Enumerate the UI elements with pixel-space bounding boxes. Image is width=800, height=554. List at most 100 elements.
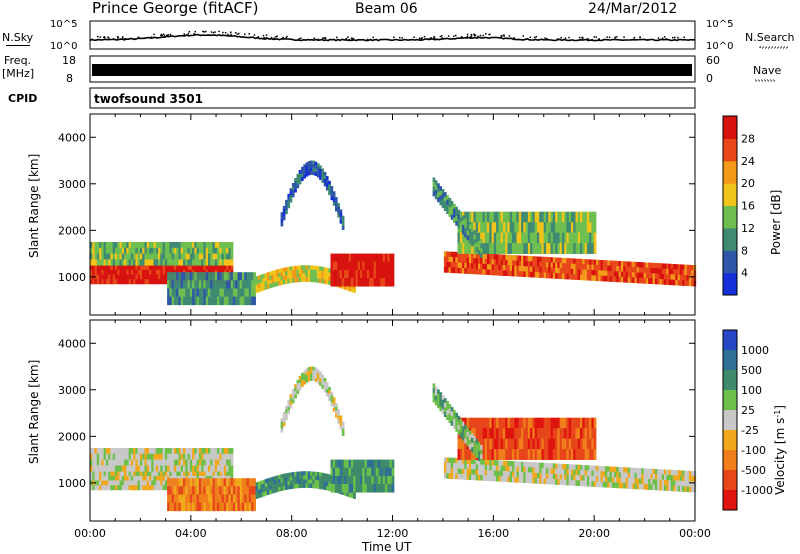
heatmap-cell: [99, 259, 102, 266]
heatmap-cell: [546, 257, 549, 263]
heatmap-cell: [566, 469, 570, 475]
colorbar-tick-label: 8: [741, 244, 748, 257]
heatmap-cell: [294, 471, 297, 477]
heatmap-cell: [654, 268, 658, 274]
heatmap-cell: [260, 278, 263, 284]
heatmap-cell: [575, 480, 579, 486]
colorbar-tick-label: -25: [741, 424, 759, 437]
heatmap-cell: [457, 262, 461, 269]
heatmap-cell: [525, 417, 529, 429]
heatmap-cell: [112, 448, 116, 455]
heatmap-cell: [242, 272, 245, 281]
heatmap-cell: [464, 424, 467, 430]
heatmap-cell: [573, 232, 576, 244]
heatmap-cell: [564, 211, 567, 223]
heatmap-cell: [237, 494, 241, 504]
heatmap-cell: [196, 448, 200, 455]
heatmap-cell: [221, 502, 225, 512]
heatmap-cell: [450, 406, 454, 412]
heatmap-cell: [310, 160, 313, 165]
heatmap-cell: [192, 280, 195, 289]
heatmap-cell: [387, 467, 390, 477]
heatmap-cell: [605, 466, 608, 472]
heatmap-cell: [239, 272, 243, 281]
heatmap-cell: [167, 471, 170, 477]
heatmap-cell: [171, 453, 175, 461]
heatmap-cell: [180, 453, 184, 461]
heatmap-cell: [335, 413, 338, 418]
heatmap-cell: [142, 453, 145, 461]
heatmap-cell: [285, 409, 288, 414]
heatmap-cell: [303, 171, 306, 176]
nsearch-dot: [513, 37, 515, 39]
heatmap-cell: [464, 227, 467, 233]
heatmap-cell: [305, 368, 309, 373]
heatmap-cell: [226, 486, 229, 495]
heatmap-cell: [459, 252, 463, 258]
heatmap-cell: [185, 265, 188, 271]
heatmap-cell: [285, 481, 288, 486]
nsky-right-label: N.Search: [745, 31, 795, 44]
heatmap-cell: [387, 253, 390, 263]
heatmap-cell: [586, 259, 590, 265]
heatmap-cell: [378, 459, 381, 469]
heatmap-cell: [564, 263, 567, 269]
heatmap-cell: [632, 261, 635, 268]
heatmap-cell: [507, 232, 511, 244]
heatmap-cell: [294, 391, 297, 395]
heatmap-cell: [566, 268, 570, 275]
heatmap-cell: [212, 502, 216, 512]
heatmap-cell: [185, 242, 188, 249]
heatmap-cell: [151, 265, 154, 271]
heatmap-cell: [298, 177, 302, 181]
heatmap-cell: [620, 482, 624, 489]
heatmap-cell: [105, 448, 109, 455]
heatmap-cell: [582, 269, 585, 276]
heatmap-cell: [512, 466, 515, 472]
heatmap-cell: [305, 471, 309, 476]
heatmap-cell: [348, 475, 352, 485]
heatmap-cell: [185, 502, 188, 512]
heatmap-cell: [591, 470, 595, 477]
heatmap-cell: [505, 232, 508, 244]
heatmap-cell: [121, 480, 125, 486]
heatmap-cell: [264, 281, 268, 286]
heatmap-cell: [623, 266, 626, 273]
heatmap-cell: [677, 480, 681, 487]
heatmap-cell: [675, 485, 678, 492]
heatmap-cell: [618, 472, 622, 478]
heatmap-cell: [462, 449, 465, 460]
heatmap-cell: [164, 480, 168, 486]
heatmap-cell: [323, 182, 327, 187]
heatmap-cell: [593, 449, 597, 460]
heatmap-cell: [325, 392, 329, 397]
heatmap-cell: [475, 428, 479, 440]
heatmap-cell: [661, 268, 665, 275]
heatmap-cell: [230, 242, 234, 249]
heatmap-cell: [664, 279, 667, 285]
heatmap-cell: [335, 475, 338, 485]
heatmap-cell: [534, 272, 538, 278]
nsearch-dot: [163, 33, 165, 36]
heatmap-cell: [217, 272, 220, 281]
heatmap-cell: [566, 232, 570, 244]
heatmap-cell: [130, 475, 134, 481]
heatmap-cell: [101, 253, 104, 260]
heatmap-cell: [99, 471, 102, 477]
heatmap-cell: [530, 472, 533, 479]
heatmap-cell: [557, 438, 561, 450]
heatmap-cell: [321, 481, 325, 486]
heatmap-cell: [242, 494, 245, 504]
heatmap-cell: [169, 242, 173, 249]
heatmap-cell: [189, 259, 193, 266]
nsearch-dot: [470, 36, 472, 38]
heatmap-cell: [344, 285, 347, 290]
heatmap-cell: [337, 409, 340, 414]
heatmap-cell: [94, 247, 98, 255]
nave-label: Nave: [753, 64, 781, 77]
heatmap-cell: [153, 485, 157, 491]
heatmap-cell: [341, 421, 345, 426]
heatmap-cell: [339, 209, 343, 214]
heatmap-cell: [609, 271, 613, 277]
heatmap-cell: [548, 438, 551, 450]
